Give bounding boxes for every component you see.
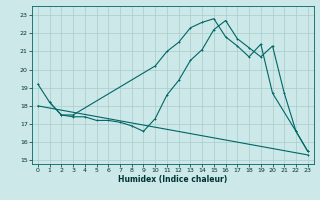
X-axis label: Humidex (Indice chaleur): Humidex (Indice chaleur) (118, 175, 228, 184)
